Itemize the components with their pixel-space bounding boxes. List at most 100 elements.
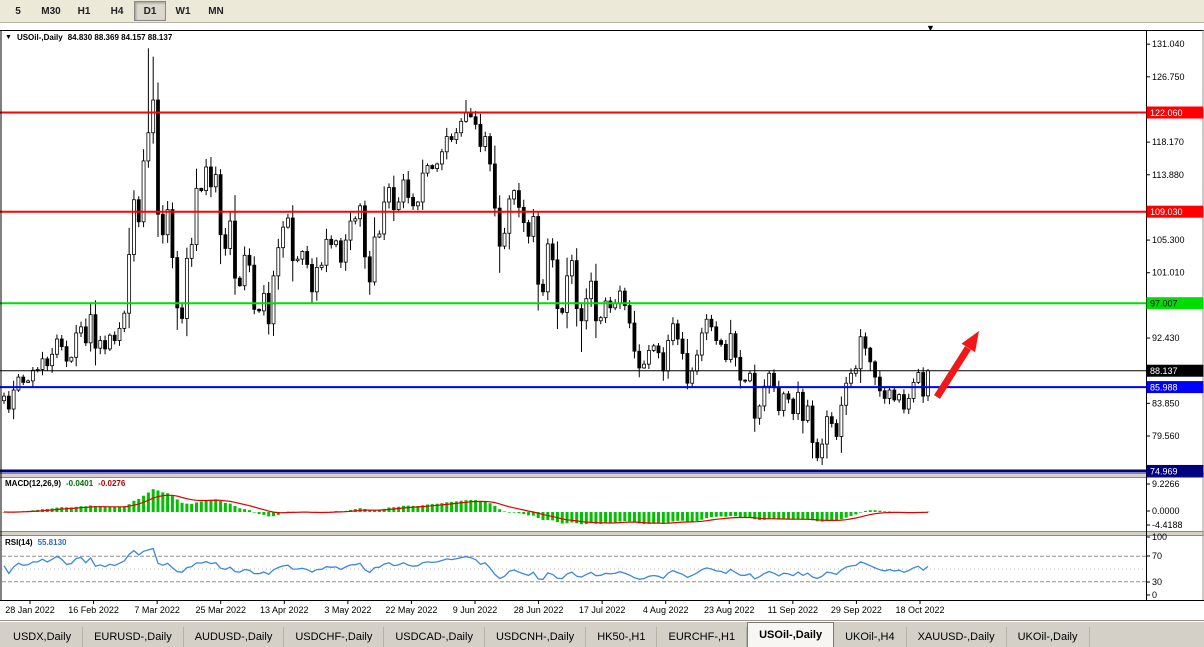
- timeframe-w1[interactable]: W1: [175, 5, 191, 17]
- tab-xauusd-daily[interactable]: XAUUSD-,Daily: [907, 627, 1007, 647]
- macd-histogram-bar: [734, 512, 737, 517]
- tab-usdx-daily[interactable]: USDX,Daily: [2, 627, 84, 647]
- macd-histogram-bar: [589, 512, 593, 524]
- date-label: 16 Feb 2022: [68, 605, 119, 615]
- candle-body: [545, 243, 550, 293]
- candle-body: [55, 338, 59, 355]
- candle-body: [122, 312, 127, 329]
- macd-histogram-bar: [873, 510, 877, 512]
- tab-hk50-h1[interactable]: HK50-,H1: [586, 627, 658, 647]
- macd-histogram-bar: [195, 502, 198, 512]
- macd-histogram-bar: [161, 492, 165, 512]
- date-label: 11 Sep 2022: [768, 605, 818, 615]
- macd-histogram-bar: [661, 512, 665, 524]
- candle-body: [675, 323, 680, 340]
- tab-ukoil-h4[interactable]: UKOil-,H4: [834, 627, 907, 647]
- candle-body: [743, 379, 748, 382]
- candle-body: [415, 201, 420, 207]
- macd-histogram-bar: [594, 512, 598, 524]
- macd-histogram-bar: [666, 512, 670, 523]
- macd-histogram-bar: [522, 512, 526, 515]
- macd-histogram-bar: [753, 512, 757, 520]
- candle-body: [93, 314, 98, 349]
- candle-body: [728, 333, 733, 360]
- panel-separator[interactable]: [0, 531, 1204, 536]
- candle-body: [117, 327, 122, 341]
- candle-body: [560, 308, 565, 313]
- macd-histogram-bar: [681, 512, 685, 521]
- macd-main-value: -0.0401: [66, 479, 94, 488]
- macd-histogram-bar: [709, 512, 713, 518]
- candle-body: [175, 257, 180, 309]
- timeframe-m30[interactable]: M30: [41, 5, 61, 17]
- macd-histogram-bar: [570, 512, 574, 523]
- macd-histogram-bar: [267, 512, 271, 517]
- tab-usdchf-daily[interactable]: USDCHF-,Daily: [284, 627, 385, 647]
- candle-body: [646, 350, 651, 365]
- candle-body: [271, 275, 276, 325]
- timeframe-d1[interactable]: D1: [134, 1, 166, 21]
- symbol-dropdown-icon[interactable]: ▼: [5, 33, 12, 41]
- candle-body: [50, 353, 55, 367]
- date-label: 18 Oct 2022: [895, 605, 944, 615]
- candle-body: [671, 323, 675, 341]
- macd-histogram-bar: [676, 512, 680, 521]
- tab-usoil-daily[interactable]: USOil-,Daily: [747, 622, 835, 647]
- tab-eurusd-daily[interactable]: EURUSD-,Daily: [83, 627, 184, 647]
- candle-body: [478, 123, 483, 147]
- candle-body: [319, 264, 324, 268]
- candle-body: [531, 216, 536, 237]
- candle-body: [550, 243, 555, 261]
- macd-histogram-bar: [257, 512, 261, 515]
- macd-histogram-bar: [156, 490, 160, 512]
- candle-body: [844, 382, 849, 406]
- trend-arrow-shaft[interactable]: [934, 346, 971, 399]
- candle-body: [459, 120, 464, 134]
- candle-body: [112, 334, 117, 341]
- candle-body: [569, 260, 574, 277]
- support-line-blue-badge-label: 85.988: [1150, 383, 1178, 393]
- panel-separator[interactable]: [0, 473, 1204, 478]
- candle-body: [877, 376, 882, 392]
- macd-histogram-bar: [628, 512, 632, 522]
- macd-signal-line: [3, 494, 929, 524]
- tab-ukoil-daily[interactable]: UKOil-,Daily: [1007, 627, 1090, 647]
- macd-histogram-bar: [700, 512, 704, 520]
- macd-histogram-bar: [507, 512, 511, 513]
- candle-body: [372, 236, 377, 283]
- candle-body: [786, 393, 791, 400]
- timeframe-5[interactable]: 5: [15, 5, 21, 17]
- timeframe-h1[interactable]: H1: [77, 5, 91, 17]
- tab-audusd-daily[interactable]: AUDUSD-,Daily: [184, 627, 285, 647]
- timeframe-h4[interactable]: H4: [110, 5, 124, 17]
- candle-body: [512, 190, 517, 200]
- candle-body: [132, 199, 136, 255]
- candle-body: [882, 390, 887, 399]
- candle-body: [107, 334, 112, 350]
- macd-histogram-bar: [844, 512, 848, 518]
- candle-body: [353, 218, 358, 222]
- candle-body: [666, 340, 671, 372]
- macd-histogram-bar: [652, 512, 656, 524]
- candle-body: [286, 217, 290, 228]
- macd-histogram-bar: [175, 499, 179, 512]
- tab-eurchf-h1[interactable]: EURCHF-,H1: [657, 627, 748, 647]
- macd-histogram-bar: [608, 512, 612, 524]
- macd-histogram-bar: [430, 504, 434, 512]
- timeframe-mn[interactable]: MN: [208, 5, 224, 17]
- tab-usdcnh-daily[interactable]: USDCNH-,Daily: [485, 627, 587, 647]
- macd-histogram-bar: [151, 489, 155, 512]
- candle-body: [363, 205, 367, 258]
- macd-histogram-bar: [450, 501, 454, 512]
- price-scale-label: 105.300: [1152, 235, 1185, 245]
- candle-body: [584, 298, 589, 322]
- trend-arrow-head[interactable]: [961, 331, 980, 353]
- rsi-axis-label: 70: [1152, 551, 1162, 561]
- resistance-line-2-badge: [1146, 205, 1204, 218]
- tab-usdcad-daily[interactable]: USDCAD-,Daily: [384, 627, 485, 647]
- macd-histogram-bar: [401, 505, 405, 512]
- candle-body: [194, 187, 199, 246]
- macd-histogram-bar: [272, 512, 275, 517]
- candle-body: [45, 358, 50, 367]
